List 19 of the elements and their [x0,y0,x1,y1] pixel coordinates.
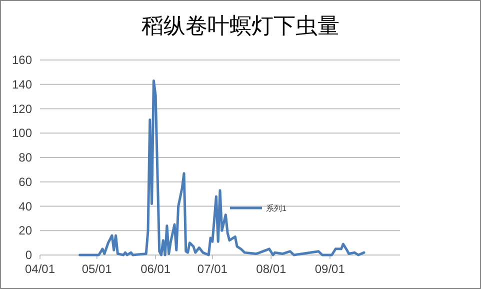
y-tick-label: 60 [18,174,32,189]
y-tick-label: 120 [12,102,32,116]
x-tick-label: 09/01 [314,262,346,276]
x-tick-label: 08/01 [256,262,286,276]
x-tick-label: 06/01 [140,262,171,276]
y-tick-label: 0 [25,248,32,262]
line-series [78,79,366,256]
y-tick-label: 140 [12,77,32,92]
legend-label: 系列1 [266,204,287,213]
legend: 系列1 [230,204,286,213]
chart-title: 稻纵卷叶螟灯下虫量 [142,13,340,38]
y-tick-label: 160 [12,53,32,67]
y-tick-label: 80 [18,150,32,164]
y-tick-label: 20 [18,224,32,238]
y-tick-label: 40 [18,199,32,214]
x-tick-label: 07/01 [197,262,228,276]
x-tick-label: 04/01 [24,262,56,276]
y-tick-label: 100 [12,126,32,140]
x-tick-label: 05/01 [82,262,112,276]
